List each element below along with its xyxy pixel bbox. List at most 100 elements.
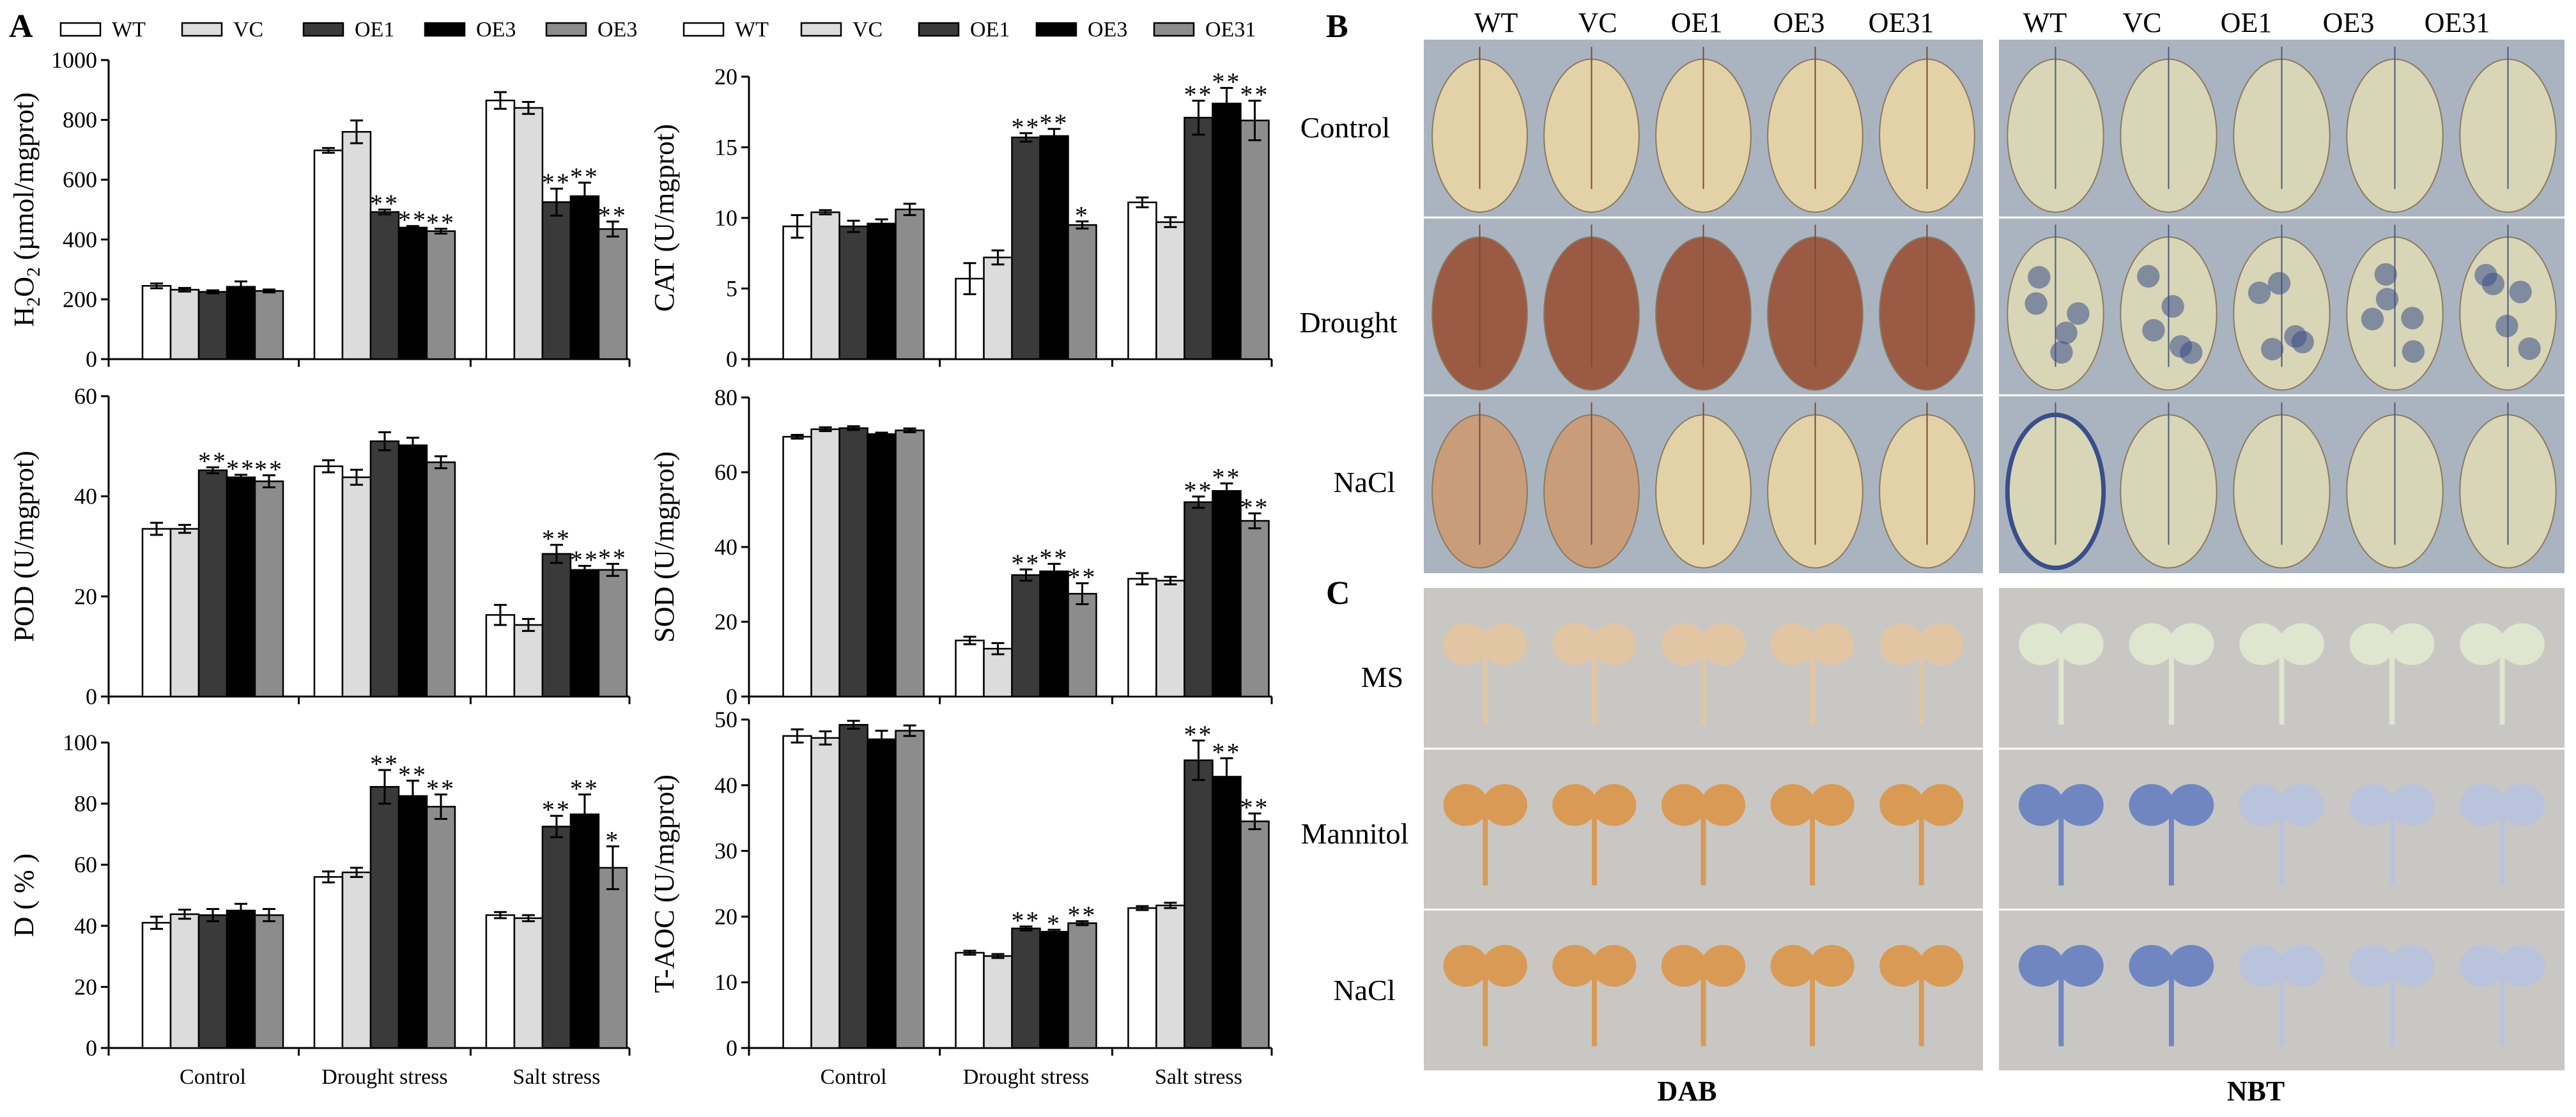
- bar-oe1: [838, 427, 868, 698]
- nbt-spot: [2055, 321, 2078, 344]
- y-tick-label: 400: [63, 227, 97, 252]
- significance-mark: **: [598, 543, 628, 572]
- bar-wt: [1127, 578, 1157, 698]
- y-tick-label: 5: [726, 276, 737, 302]
- nbt-spot: [2050, 341, 2073, 364]
- significance-mark: **: [426, 208, 456, 237]
- bar-vc: [1155, 221, 1185, 360]
- nbt-spot: [2025, 292, 2048, 315]
- significance-mark: **: [570, 162, 599, 191]
- bar-vc: [1155, 904, 1185, 1049]
- bar-oe1: [838, 226, 868, 360]
- bar-oe31: [895, 208, 925, 360]
- x-tick-label: Salt stress: [513, 1065, 600, 1089]
- seedling-leaf: [2239, 784, 2285, 826]
- seedling-leaf: [1552, 623, 1598, 665]
- bar-oe1: [197, 469, 228, 698]
- nbt-spot: [2161, 295, 2184, 318]
- bar-vc: [169, 528, 200, 698]
- significance-mark: **: [1212, 738, 1241, 767]
- x-tick-label: Salt stress: [1155, 1065, 1242, 1089]
- bar-wt: [782, 735, 812, 1049]
- x-tick-label: Drought stress: [321, 1065, 447, 1089]
- seedling-leaf: [1918, 784, 1964, 826]
- seedling-leaf: [1809, 784, 1855, 826]
- y-tick-label: 0: [726, 684, 737, 709]
- x-tick-label: Drought stress: [963, 1065, 1089, 1089]
- bar-vc: [810, 428, 840, 698]
- x-tick-label: Control: [180, 1065, 246, 1089]
- bar-wt: [1127, 907, 1157, 1049]
- panel-b-row-drought: Drought: [1299, 306, 1398, 339]
- stain-label-nbt: NBT: [2227, 1075, 2285, 1107]
- bar-oe31: [598, 228, 628, 360]
- seedling-leaf: [1879, 623, 1925, 665]
- bar-wt: [782, 436, 812, 698]
- bar-oe1: [369, 440, 400, 698]
- seedling-leaf: [2129, 784, 2175, 826]
- y-tick-label: 20: [714, 64, 737, 89]
- legend-label: WT: [735, 18, 769, 42]
- bar-wt: [955, 951, 985, 1049]
- y-tick-label: 600: [63, 167, 97, 192]
- nbt-spot: [2518, 337, 2541, 360]
- nbt-spot: [2142, 319, 2165, 342]
- y-axis-label: H2O2 (µmol/mgprot): [8, 93, 44, 327]
- bar-oe3: [569, 813, 600, 1049]
- significance-mark: **: [542, 796, 571, 824]
- legend-left: WT VC OE1 OE3 OE3: [59, 18, 637, 42]
- seedling-leaf: [1770, 944, 1816, 987]
- y-tick-label: 60: [714, 459, 737, 485]
- significance-mark: **: [1184, 720, 1213, 749]
- bar-oe1: [1011, 574, 1041, 698]
- seedling-leaf: [2499, 944, 2545, 987]
- seedling-leaf: [1879, 944, 1925, 987]
- bar-oe31: [598, 569, 628, 698]
- legend-swatch: [1035, 22, 1077, 37]
- legend-label: OE3: [476, 18, 516, 42]
- seedling-leaf: [2279, 623, 2324, 665]
- legend-right: WT VC OE1 OE3 OE31: [683, 18, 1256, 42]
- bar-oe31: [254, 290, 284, 360]
- panel-c-row-ms: MS: [1361, 661, 1403, 693]
- y-tick-label: 20: [74, 974, 97, 999]
- significance-mark: **: [1212, 68, 1241, 96]
- bar-vc: [983, 647, 1013, 698]
- seedling-leaf: [2058, 784, 2104, 826]
- bar-wt: [1127, 201, 1157, 360]
- seedling-leaf: [2168, 623, 2214, 665]
- y-tick-label: 100: [63, 730, 97, 755]
- legend-label: OE3: [598, 18, 637, 42]
- bar-oe1: [838, 723, 868, 1049]
- seedling-leaf: [2168, 944, 2214, 987]
- y-tick-label: 1000: [51, 47, 97, 73]
- legend-label: OE3: [1088, 18, 1127, 42]
- nbt-spot: [2401, 307, 2424, 330]
- legend-label: OE31: [1205, 18, 1256, 42]
- y-tick-label: 60: [74, 852, 97, 877]
- seedling-leaf: [2349, 784, 2395, 826]
- bar-oe1: [1184, 116, 1214, 360]
- panel-b-col-oe31-nbt: OE31: [2425, 7, 2490, 38]
- bar-oe3: [1039, 930, 1069, 1049]
- bar-oe3: [397, 444, 428, 698]
- significance-mark: **: [1012, 549, 1041, 578]
- seedling-leaf: [2279, 944, 2324, 987]
- y-tick-label: 200: [63, 286, 97, 312]
- seedling-leaf: [2499, 623, 2545, 665]
- bar-oe1: [197, 914, 228, 1049]
- bar-vc: [983, 256, 1013, 360]
- legend-label: VC: [233, 18, 263, 42]
- nbt-spot: [2267, 272, 2291, 295]
- seedling-leaf: [1701, 784, 1746, 826]
- significance-mark: **: [1184, 81, 1213, 109]
- seedling-leaf: [1701, 944, 1746, 987]
- significance-mark: **: [1240, 793, 1269, 822]
- bar-oe31: [1067, 224, 1097, 360]
- bar-oe1: [541, 826, 572, 1049]
- seedling-leaf: [1770, 623, 1816, 665]
- y-tick-label: 40: [714, 534, 737, 560]
- seedling-leaf: [2129, 623, 2175, 665]
